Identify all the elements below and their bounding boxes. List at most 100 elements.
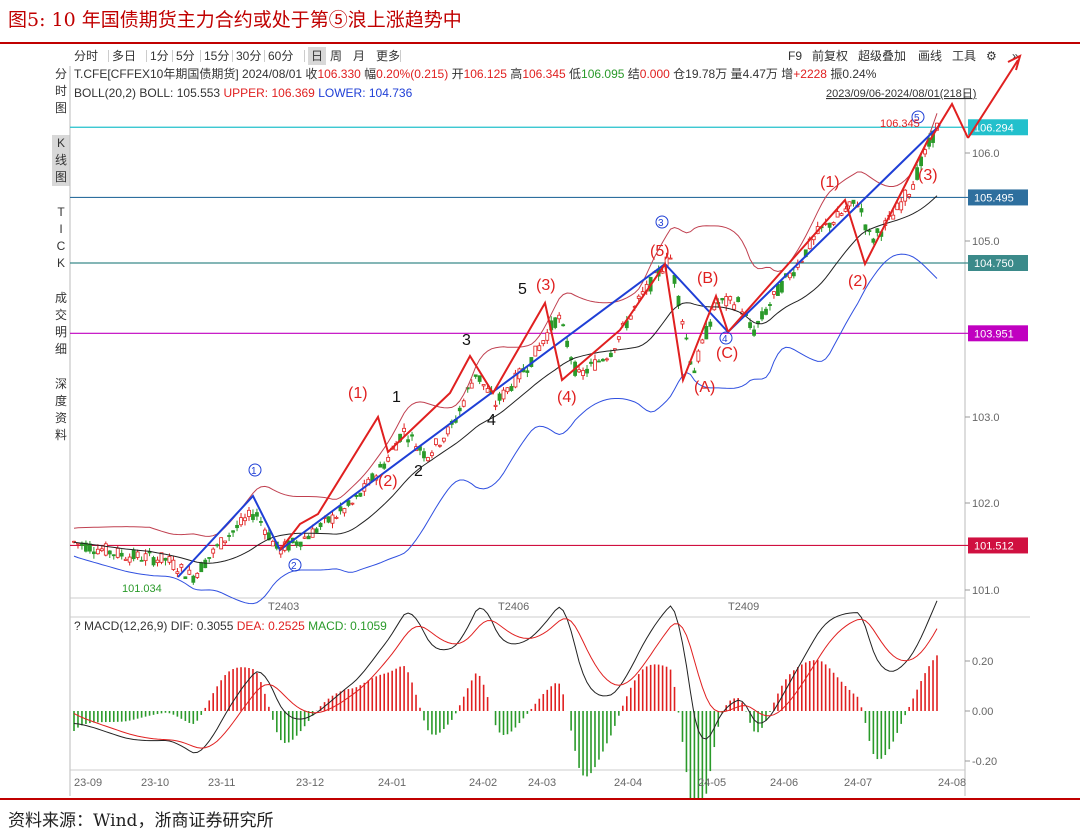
- candle-body: [608, 352, 613, 357]
- candle-body: [915, 167, 920, 180]
- candle-body: [207, 557, 212, 559]
- date-axis-label: 24-08: [938, 777, 966, 789]
- macd-field: DIF: 0.3055: [171, 619, 237, 633]
- quote-field: 106.095: [581, 67, 628, 81]
- candle-body: [593, 359, 597, 371]
- candle-body: [127, 556, 132, 563]
- candle-body: [827, 222, 832, 228]
- candle-body: [728, 296, 733, 301]
- period-button-6[interactable]: 60分: [268, 49, 294, 63]
- period-button-0[interactable]: 分时: [74, 49, 99, 63]
- period-button-9[interactable]: 月: [353, 49, 366, 63]
- bottom-rule: [0, 798, 1080, 800]
- price-level-tag: [968, 255, 1028, 271]
- toolbar-right-button-1[interactable]: 前复权: [812, 49, 849, 63]
- candle-body: [338, 506, 343, 512]
- candle-body: [95, 548, 100, 555]
- macd-dea-line: [73, 618, 938, 749]
- candle-body: [203, 559, 208, 569]
- toolbar-right-button-2[interactable]: 超级叠加: [858, 49, 907, 63]
- macd-tick-label: 0.20: [972, 656, 993, 668]
- quote-field: 106.330: [317, 67, 364, 81]
- price-level-label: 105.495: [974, 192, 1014, 204]
- period-button-5[interactable]: 30分: [236, 49, 262, 63]
- settings-gear-icon[interactable]: ⚙: [986, 49, 997, 63]
- candle-body: [437, 444, 442, 447]
- sub-wave-label: (1): [348, 385, 368, 402]
- major-wave-label: 2: [291, 561, 297, 572]
- candle-body: [481, 384, 486, 387]
- left-tab-3[interactable]: 成交明细: [54, 291, 67, 356]
- quote-field: 106.125: [464, 67, 511, 81]
- sub-wave-label: (3): [918, 167, 938, 184]
- price-level-tag: [968, 537, 1028, 554]
- candle-body: [477, 375, 482, 382]
- candle-body: [847, 201, 852, 207]
- candle-body: [88, 543, 92, 552]
- boll-field: LOWER: 104.736: [318, 86, 412, 100]
- sub-wave-label: (5): [650, 243, 670, 260]
- minor-wave-label: 1: [392, 389, 401, 406]
- price-tick-label: 103.0: [972, 412, 1000, 424]
- candle-body: [692, 370, 697, 374]
- candle-body: [863, 224, 868, 231]
- period-button-4[interactable]: 15分: [204, 49, 230, 63]
- candle-body: [760, 311, 764, 320]
- candle-body: [513, 372, 518, 388]
- candle-body: [135, 551, 140, 558]
- candle-body: [791, 272, 796, 277]
- quote-field: 4.47万: [743, 67, 782, 81]
- boll-mid-line: [73, 195, 938, 564]
- chart-toolbar: 分时 多日 1分 5分 15分 30分 60分日周月更多 F9 前复权 超级叠加 画线 工具 ⚙ »: [72, 47, 1042, 65]
- left-tab-0[interactable]: 分时图: [54, 67, 67, 115]
- price-level-tag: [968, 119, 1028, 136]
- date-axis-label: 24-02: [469, 777, 497, 789]
- minor-wave-label: 5: [518, 281, 527, 298]
- candle-body: [91, 551, 96, 555]
- period-button-3[interactable]: 5分: [176, 49, 195, 63]
- boll-field: BOLL: 105.553: [139, 86, 223, 100]
- quote-field: 高: [510, 66, 522, 81]
- candle-body: [119, 552, 124, 557]
- period-button-2[interactable]: 1分: [150, 49, 169, 63]
- candle-body: [907, 194, 912, 197]
- toolbar-separator: [146, 50, 147, 62]
- period-button-7[interactable]: 日: [308, 47, 327, 65]
- period-button-10[interactable]: 更多: [376, 49, 401, 63]
- period-button-1[interactable]: 多日: [112, 49, 137, 63]
- candle-body: [298, 541, 303, 547]
- candle-body: [195, 572, 200, 578]
- left-tab-4[interactable]: 深度资料: [54, 377, 67, 442]
- sub-wave-label: (B): [697, 270, 718, 287]
- toolbar-right-button-4[interactable]: 工具: [952, 49, 977, 63]
- candle-body: [843, 208, 848, 212]
- quote-field: +2228: [793, 67, 830, 81]
- collapse-chevron-icon[interactable]: »: [1012, 49, 1019, 63]
- quote-field: 幅: [364, 66, 376, 81]
- toolbar-right-button-0[interactable]: F9: [788, 49, 803, 63]
- date-axis-label: 24-03: [528, 777, 556, 789]
- period-button-8[interactable]: 周: [330, 49, 343, 63]
- projection-arrow-2: [967, 59, 1019, 139]
- candle-body: [473, 374, 478, 377]
- macd-field: MACD: 0.1059: [308, 619, 387, 633]
- source-note: 资料来源：Wind，浙商证券研究所: [8, 811, 274, 831]
- quote-field: 低: [569, 67, 581, 81]
- candle-body: [179, 564, 184, 568]
- candle-body: [199, 562, 204, 573]
- boll-upper-line: [73, 113, 938, 537]
- candle-body: [227, 535, 232, 537]
- candle-body: [445, 426, 450, 435]
- candle-body: [219, 537, 224, 550]
- candle-body: [441, 437, 446, 442]
- candle-body: [736, 297, 741, 303]
- candle-body: [919, 156, 923, 167]
- toolbar-right-button-3[interactable]: 画线: [918, 49, 943, 63]
- candle-body: [434, 438, 438, 445]
- quote-field: 增: [781, 67, 793, 81]
- candle-body: [422, 451, 426, 459]
- candle-body: [239, 517, 243, 526]
- candle-body: [676, 295, 681, 307]
